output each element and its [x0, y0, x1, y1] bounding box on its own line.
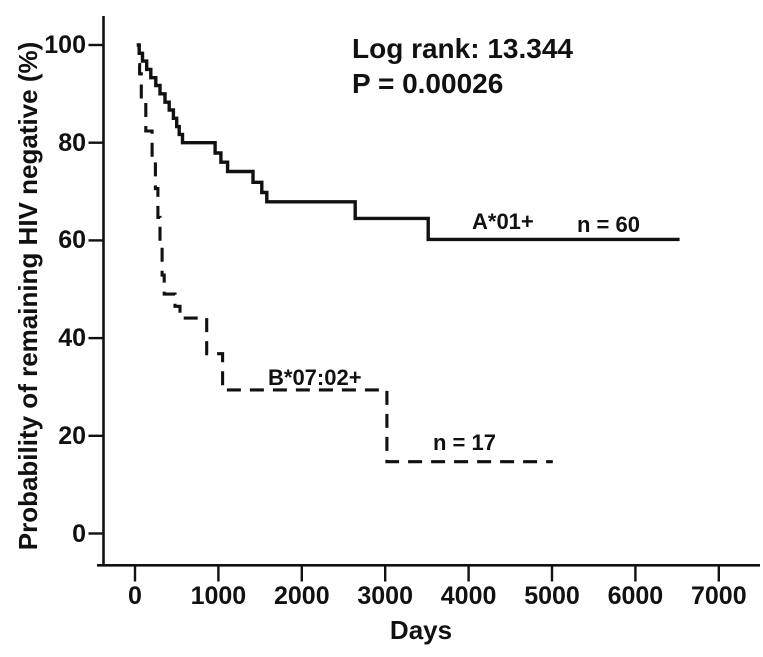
- y-tick-label: 100: [44, 31, 86, 59]
- x-tick-label: 2000: [273, 582, 330, 610]
- y-tick-label: 0: [72, 519, 86, 548]
- y-tick-label: 40: [58, 324, 86, 353]
- y-tick-label: 60: [58, 226, 86, 255]
- series-label-b0702: B*07:02+: [268, 365, 362, 390]
- x-axis-title: Days: [389, 615, 453, 645]
- y-axis-title: Probability of remaining HIV negative (%…: [13, 41, 43, 551]
- x-tick-label: 4000: [440, 582, 497, 610]
- x-tick-label: 7000: [690, 582, 747, 610]
- series-n-label-b0702: n = 17: [433, 430, 496, 455]
- x-tick-label: 1000: [190, 582, 247, 610]
- x-tick-label: 6000: [607, 582, 664, 610]
- log-rank-text: Log rank: 13.344: [352, 33, 573, 64]
- y-tick-label: 80: [58, 128, 86, 157]
- survival-curve-a01: [136, 43, 680, 242]
- x-tick-label: 5000: [524, 582, 580, 610]
- series-n-label-a01: n = 60: [577, 212, 640, 237]
- x-tick-label: 3000: [357, 582, 413, 610]
- y-tick-label: 20: [58, 421, 86, 450]
- stats-annotation: Log rank: 13.344 P = 0.00026: [352, 31, 573, 101]
- x-tick-label: 0: [128, 582, 142, 610]
- p-value-text: P = 0.00026: [352, 68, 504, 99]
- series-label-a01: A*01+: [472, 209, 534, 234]
- survival-curve-b0702: [138, 62, 553, 464]
